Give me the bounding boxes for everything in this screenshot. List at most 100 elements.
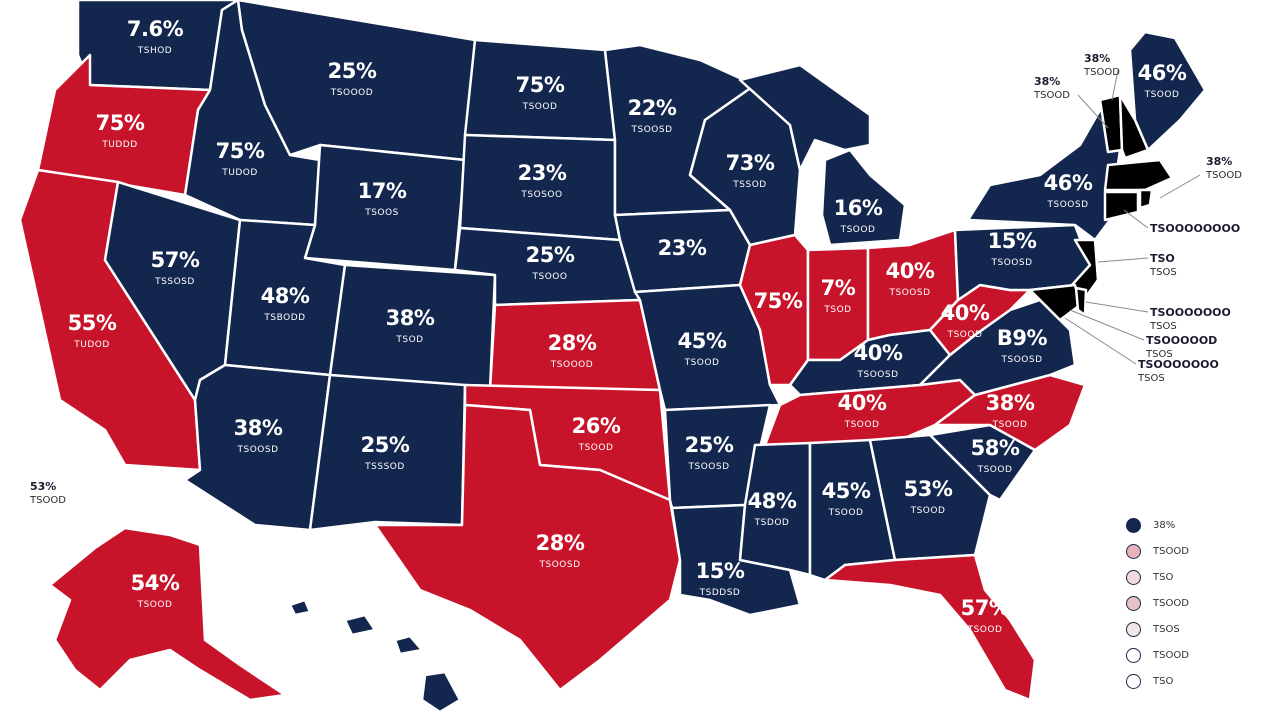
state-texas[interactable] bbox=[373, 403, 682, 692]
state-sublabel-mo: TSOOD bbox=[684, 358, 720, 368]
callout-leader-nh bbox=[1077, 94, 1109, 129]
state-sublabel-al: TSOOD bbox=[828, 508, 864, 518]
state-sublabel-ak: TSOOD bbox=[137, 600, 173, 610]
state-sublabel-ky: TSOOSD bbox=[856, 370, 898, 380]
state-sublabel-tn: TSOOD bbox=[844, 420, 880, 430]
state-sublabel-tx: TSOOSD bbox=[538, 560, 580, 570]
state-value-va: B9% bbox=[997, 326, 1048, 350]
state-value-wv: 40% bbox=[941, 301, 990, 325]
state-value-wy: 17% bbox=[358, 179, 407, 203]
callout-leader-vt bbox=[1111, 69, 1119, 101]
state-michigan[interactable] bbox=[738, 63, 907, 247]
state-sublabel-nm: TSSSOD bbox=[364, 462, 405, 472]
legend-swatch bbox=[1126, 647, 1141, 663]
legend-swatch bbox=[1126, 543, 1141, 559]
state-massachusetts[interactable] bbox=[1103, 158, 1174, 192]
state-sublabel-mn: TSOOSD bbox=[630, 125, 672, 135]
state-sublabel-ks: TSOOOD bbox=[550, 360, 593, 370]
state-sublabel-or: TUDDD bbox=[101, 140, 137, 150]
state-value-ms: 48% bbox=[748, 489, 797, 513]
legend-label: TSOOD bbox=[1153, 545, 1189, 557]
legend-swatch bbox=[1126, 621, 1141, 637]
state-sublabel-la: TSDDSD bbox=[699, 588, 741, 598]
callout-sublabel-nh: TSOOD bbox=[1033, 90, 1070, 101]
legend-label: TSOS bbox=[1153, 623, 1180, 635]
callout-label-dc: TSOOOOOOO bbox=[1138, 358, 1219, 371]
callout-label-ri: 38% bbox=[1206, 155, 1232, 168]
state-value-mo: 45% bbox=[678, 329, 727, 353]
state-delaware[interactable] bbox=[1074, 286, 1088, 317]
callout-label-ak-note: 53% bbox=[30, 480, 56, 493]
state-sublabel-id: TUDOD bbox=[221, 168, 258, 178]
state-value-in: 7% bbox=[821, 276, 856, 300]
state-value-az: 38% bbox=[234, 416, 283, 440]
state-value-mn: 22% bbox=[628, 96, 677, 120]
state-sublabel-wv: TSOOD bbox=[947, 330, 983, 340]
state-value-fl: 57% bbox=[961, 596, 1010, 620]
state-sublabel-va: TSOOSD bbox=[1000, 355, 1042, 365]
state-value-wi: 73% bbox=[726, 151, 775, 175]
state-sublabel-wy: TSOOS bbox=[364, 208, 399, 218]
state-hawaii[interactable] bbox=[288, 598, 462, 714]
state-value-ak: 54% bbox=[131, 571, 180, 595]
state-south-dakota[interactable] bbox=[458, 133, 622, 242]
state-value-sc: 58% bbox=[971, 436, 1020, 460]
state-value-nm: 25% bbox=[361, 433, 410, 457]
state-value-ar: 25% bbox=[685, 433, 734, 457]
state-value-ny: 46% bbox=[1044, 171, 1093, 195]
state-value-oh: 40% bbox=[886, 259, 935, 283]
callout-label-de: TSOOOOOOO bbox=[1150, 306, 1231, 319]
state-value-hi: 58% bbox=[336, 651, 385, 675]
callout-sublabel-dc: TSOS bbox=[1137, 373, 1165, 384]
state-value-al: 45% bbox=[822, 479, 871, 503]
state-value-la: 15% bbox=[696, 559, 745, 583]
state-sublabel-nd: TSOOD bbox=[522, 102, 558, 112]
state-value-nv: 57% bbox=[151, 248, 200, 272]
callout-leader-nj bbox=[1097, 257, 1149, 263]
state-idaho[interactable] bbox=[183, 0, 322, 227]
state-south-carolina[interactable] bbox=[928, 423, 1037, 502]
state-sublabel-me: TSOOD bbox=[1144, 90, 1180, 100]
state-sublabel-sc: TSOOD bbox=[977, 465, 1013, 475]
state-florida[interactable] bbox=[823, 553, 1037, 702]
callout-sublabel-md: TSOS bbox=[1145, 349, 1173, 360]
state-value-me: 46% bbox=[1138, 61, 1187, 85]
legend-swatch bbox=[1126, 673, 1141, 689]
legend-item: TSOS bbox=[1126, 616, 1216, 642]
state-value-tx: 28% bbox=[536, 531, 585, 555]
state-value-tn: 40% bbox=[838, 391, 887, 415]
state-sublabel-wi: TSSOD bbox=[732, 180, 766, 190]
callout-sublabel-nj: TSOS bbox=[1149, 267, 1177, 278]
callout-sublabel-ri: TSOOD bbox=[1205, 170, 1242, 181]
state-sublabel-pa: TSOOSD bbox=[990, 258, 1032, 268]
state-new-mexico[interactable] bbox=[308, 373, 467, 532]
labels-layer: 7.6% TSHOD 75% TUDDD 55% TUDOD 75% TUDOD 57% TSSO… bbox=[68, 17, 1188, 690]
state-rhode-island[interactable] bbox=[1138, 188, 1154, 210]
callout-leader-ri bbox=[1159, 174, 1201, 199]
state-sublabel-sd: TSOSOO bbox=[520, 190, 562, 200]
state-connecticut[interactable] bbox=[1103, 190, 1140, 222]
callout-leader-de bbox=[1085, 301, 1149, 313]
legend-label: TSO bbox=[1153, 571, 1174, 583]
state-wyoming[interactable] bbox=[303, 143, 467, 272]
state-value-ok: 26% bbox=[572, 414, 621, 438]
state-value-ga: 53% bbox=[904, 477, 953, 501]
state-sublabel-ne: TSOOO bbox=[532, 272, 568, 282]
legend-swatch bbox=[1126, 595, 1141, 611]
callout-sublabel-de: TSOS bbox=[1149, 321, 1177, 332]
state-sublabel-ut: TSBODD bbox=[263, 313, 305, 323]
state-new-hampshire[interactable] bbox=[1118, 93, 1150, 160]
state-alaska[interactable] bbox=[48, 526, 287, 702]
state-sublabel-co: TSOD bbox=[395, 335, 423, 345]
state-value-ky: 40% bbox=[854, 341, 903, 365]
legend-swatch bbox=[1126, 517, 1141, 533]
legend-label: TSOOD bbox=[1153, 597, 1189, 609]
state-maryland[interactable] bbox=[1028, 283, 1082, 322]
state-value-ca: 55% bbox=[68, 311, 117, 335]
states-layer bbox=[18, 0, 1207, 714]
state-value-mi: 16% bbox=[834, 196, 883, 220]
state-value-ks: 28% bbox=[548, 331, 597, 355]
state-value-nc: 38% bbox=[986, 391, 1035, 415]
legend-item: TSOOD bbox=[1126, 538, 1216, 564]
state-value-ut: 48% bbox=[261, 284, 310, 308]
